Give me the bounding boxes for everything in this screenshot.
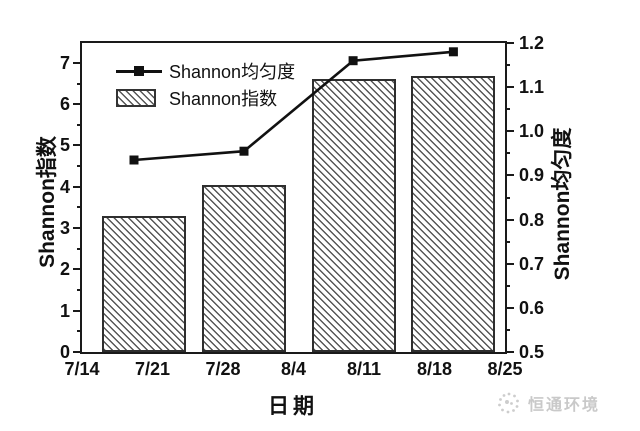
left-axis-tick-label: 2 [59, 259, 70, 280]
right-axis-minor-tick [505, 108, 510, 111]
legend-item-index: Shannon指数 [116, 88, 295, 109]
x-axis-tick-label: 8/25 [487, 359, 523, 379]
watermark-text: 恒通环境 [528, 397, 601, 414]
right-axis-minor-tick [505, 240, 510, 243]
left-axis-tick-label: 7 [59, 52, 70, 73]
right-axis-minor-tick [505, 196, 510, 199]
right-axis-tick [505, 86, 514, 89]
legend-label-index: Shannon指数 [169, 89, 278, 109]
right-axis-tick [505, 130, 514, 133]
line-marker-swatch-icon [116, 61, 162, 81]
right-axis-tick-label: 0.9 [519, 165, 545, 186]
left-axis-minor-tick [77, 123, 82, 126]
right-axis-tick-label: 0.6 [519, 297, 545, 318]
left-axis-minor-tick [77, 165, 82, 168]
left-axis-tick [73, 351, 82, 353]
x-axis-tick-label: 8/11 [346, 359, 382, 379]
left-axis-tick-label: 0 [59, 342, 70, 362]
x-axis-tick-label: 8/18 [416, 359, 453, 379]
left-axis-minor-tick [77, 206, 82, 209]
bar-shannon-index-1 [102, 215, 187, 352]
right-axis-tick-label: 0.5 [519, 342, 545, 362]
right-axis-tick-label: 1.0 [519, 121, 545, 142]
evenness-marker-3 [348, 56, 358, 66]
x-axis-tick-label: 7/28 [205, 359, 241, 379]
right-axis-tick-label: 1.2 [519, 33, 545, 53]
evenness-line-series [129, 47, 458, 165]
left-axis-tick-label: 5 [59, 135, 70, 156]
right-axis-tick [505, 306, 514, 309]
right-axis-tick [505, 174, 514, 177]
evenness-marker-1 [129, 155, 139, 165]
right-axis-tick [505, 351, 514, 353]
left-axis-tick-label: 6 [59, 94, 70, 115]
right-axis-minor-tick [505, 284, 510, 287]
right-axis-tick [505, 42, 514, 44]
hengtong-logo-icon [498, 392, 519, 414]
legend-item-evenness: Shannon均匀度 [116, 61, 296, 82]
left-axis-tick [73, 268, 82, 271]
left-axis-minor-tick [77, 82, 82, 85]
x-axis-title: 日期 [268, 395, 318, 418]
left-axis-tick [73, 144, 82, 147]
left-axis-tick-label: 4 [59, 176, 70, 197]
legend-label-evenness: Shannon均匀度 [169, 62, 296, 82]
right-axis-tick-label: 0.7 [519, 253, 545, 274]
left-axis-minor-tick [77, 330, 82, 333]
left-axis-minor-tick [77, 247, 82, 250]
right-axis-tick [505, 262, 514, 265]
bar-shannon-index-3 [311, 78, 396, 352]
right-axis-minor-tick [505, 152, 510, 155]
right-axis-tick [505, 218, 514, 221]
bar-shannon-index-4 [411, 76, 496, 352]
left-axis-tick-label: 1 [59, 300, 70, 321]
left-axis-tick [73, 185, 82, 188]
x-axis-tick-label: 8/4 [280, 359, 307, 379]
right-axis-tick-label: 0.8 [519, 209, 545, 230]
bar-shannon-index-2 [202, 185, 287, 352]
left-axis-tick [73, 61, 82, 64]
legend: Shannon均匀度 Shannon指数 [116, 61, 296, 109]
x-axis-tick-label: 7/21 [134, 359, 171, 379]
hatch-swatch-icon [116, 89, 156, 107]
right-axis-minor-tick [505, 64, 510, 67]
evenness-marker-2 [239, 146, 249, 156]
evenness-line [133, 50, 454, 162]
left-axis-tick [73, 309, 82, 312]
evenness-marker-4 [448, 47, 458, 57]
watermark: 恒通环境 [496, 390, 600, 416]
left-axis-tick-label: 3 [59, 218, 70, 239]
left-axis-tick [73, 227, 82, 230]
right-axis-minor-tick [505, 328, 510, 331]
right-axis-tick-label: 1.1 [519, 77, 545, 98]
x-axis-tick-label: 7/14 [64, 359, 100, 379]
left-axis-tick [73, 103, 82, 106]
left-axis-minor-tick [77, 289, 82, 291]
